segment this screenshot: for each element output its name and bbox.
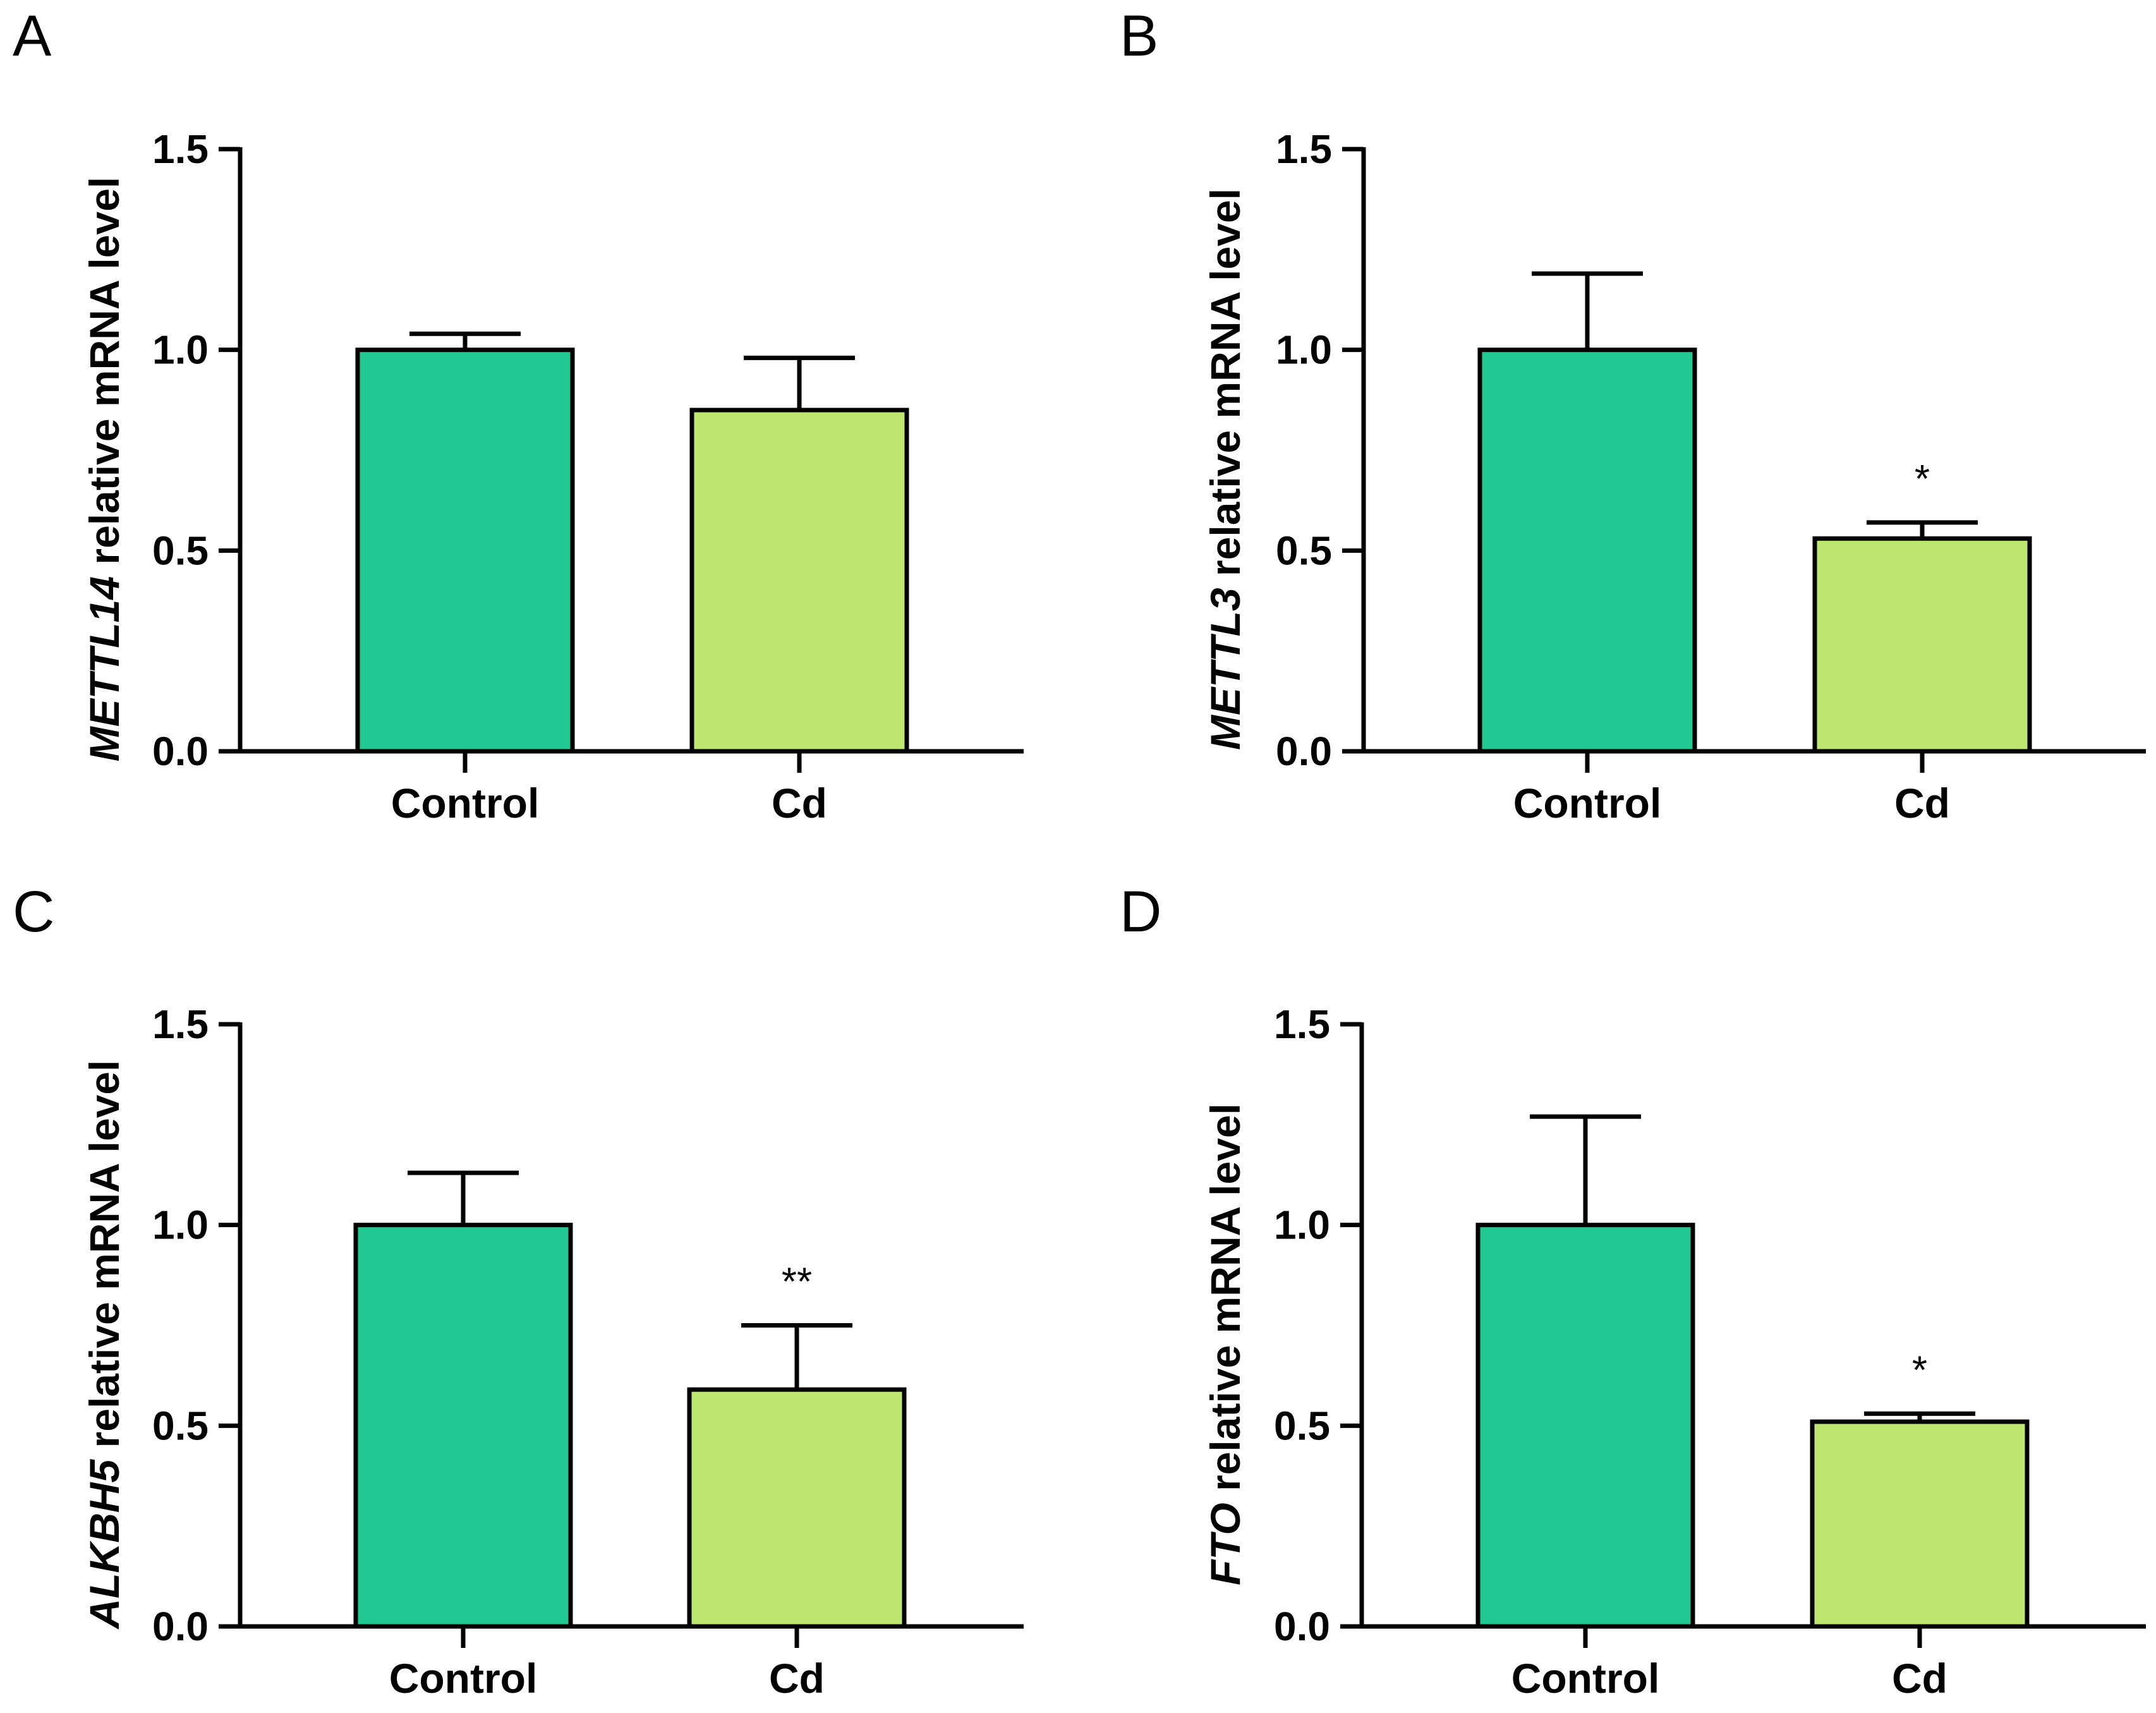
y-axis-title: FTO relative mRNA level — [1202, 1103, 1249, 1585]
bar-cd — [687, 1387, 907, 1629]
y-tick-label: 1.5 — [152, 1002, 209, 1047]
y-tick-label: 1.0 — [1276, 327, 1332, 373]
y-tick-label: 1.0 — [152, 327, 209, 373]
panel-letter: C — [13, 880, 54, 944]
y-axis-title: METTL3 relative mRNA level — [1202, 188, 1249, 750]
x-tick-label: Cd — [1892, 1655, 1947, 1702]
y-tick-label: 1.0 — [152, 1202, 209, 1248]
y-axis-title: METTL14 relative mRNA level — [81, 177, 128, 762]
y-tick-label: 0.0 — [1274, 1604, 1330, 1649]
y-tick-label: 0.0 — [152, 729, 209, 774]
y-tick-label: 1.0 — [1274, 1202, 1330, 1248]
y-tick-label: 0.5 — [152, 528, 209, 573]
x-tick-label: Cd — [772, 780, 827, 826]
panel-letter: D — [1120, 880, 1161, 944]
y-axis-title-suffix: relative mRNA level — [1202, 188, 1249, 588]
x-tick-label: Cd — [1894, 780, 1950, 826]
y-tick-label: 1.5 — [1276, 126, 1332, 172]
y-axis-title-suffix: relative mRNA level — [1202, 1103, 1249, 1503]
y-tick-label: 0.0 — [1276, 729, 1332, 774]
significance-marker: ** — [782, 1261, 812, 1304]
x-tick-label: Control — [389, 1655, 538, 1702]
panel-a: A Control Cd 0.0 0.5 1.0 1.5 METTL14 relative m… — [13, 4, 1024, 826]
bar-control — [1475, 1223, 1695, 1629]
x-tick-label: Control — [1513, 780, 1662, 826]
x-tick-label: Control — [391, 780, 540, 826]
panel-d: D Control * Cd 0.0 0.5 1.0 1.5 FTO relative mRNA… — [1120, 880, 2146, 1702]
significance-marker: * — [1912, 1348, 1927, 1392]
x-tick-label: Control — [1511, 1655, 1660, 1702]
y-tick-label: 0.5 — [1274, 1403, 1330, 1448]
y-axis-title-suffix: relative mRNA level — [81, 1060, 128, 1460]
panel-letter: A — [13, 4, 52, 68]
y-axis-title-gene: METTL3 — [1202, 588, 1249, 750]
panel-c: C Control ** Cd 0.0 0.5 1.0 1.5 ALKBH5 relative … — [13, 880, 1024, 1702]
y-tick-label: 0.5 — [1276, 528, 1332, 573]
y-tick-label: 1.5 — [1274, 1002, 1330, 1047]
y-axis-title: ALKBH5 relative mRNA level — [81, 1060, 128, 1630]
bar-control — [353, 1223, 573, 1629]
y-axis-title-gene: METTL14 — [81, 576, 128, 761]
bar-control — [355, 348, 575, 754]
bar-control — [1477, 348, 1697, 754]
y-axis-title-gene: FTO — [1202, 1503, 1249, 1585]
significance-marker: * — [1915, 457, 1930, 501]
y-tick-label: 0.0 — [152, 1604, 209, 1649]
y-tick-label: 0.5 — [152, 1403, 209, 1448]
bar-cd — [689, 408, 909, 754]
panel-letter: B — [1120, 4, 1158, 68]
panel-b: B Control * Cd 0.0 0.5 1.0 1.5 METTL3 relative m… — [1120, 4, 2146, 826]
y-axis-title-suffix: relative mRNA level — [81, 177, 128, 576]
y-axis-title-gene: ALKBH5 — [81, 1458, 128, 1630]
y-tick-label: 1.5 — [152, 126, 209, 172]
bar-cd — [1812, 536, 2032, 754]
bar-cd — [1810, 1419, 2030, 1629]
x-tick-label: Cd — [769, 1655, 825, 1702]
